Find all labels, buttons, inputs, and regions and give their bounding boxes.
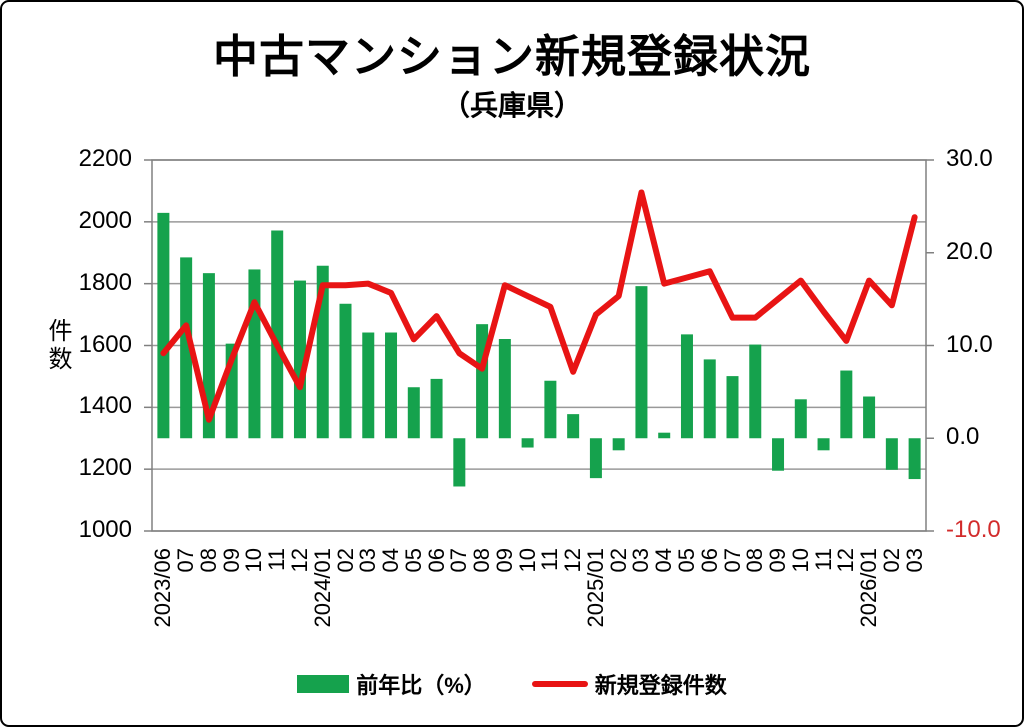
bar [521,438,534,448]
bar [544,380,557,439]
bar [680,334,693,439]
bar [589,438,602,479]
y-axis-tick-label-left: 1000 [78,516,132,543]
y-axis-title: 件数 [44,318,71,374]
bar [407,387,420,439]
y-axis-tick-label-right: 10.0 [946,330,993,358]
y-axis-tick-label-left: 1400 [78,392,132,420]
bar [635,286,648,439]
bar [248,269,261,439]
y-axis-tick-label-left: 1200 [78,454,132,482]
y-axis-tick-label-right: -10.0 [946,516,1001,543]
bar [430,378,443,439]
bar [271,230,284,439]
y-axis-tick-label-left: 1800 [78,268,132,296]
bar [726,376,739,439]
plot-area [144,159,934,532]
y-axis-tick-label-right: 0.0 [946,423,980,451]
bar [817,438,830,451]
bar [772,438,785,471]
y-axis-tick-label-right: 30.0 [946,145,993,172]
chart-subtitle: （兵庫県） [441,90,582,121]
bar [703,359,716,439]
chart-title: 中古マンション新規登録状況 [212,31,811,82]
legend-label-line: 新規登録件数 [594,673,727,698]
legend-label-bar: 前年比（%） [356,673,486,698]
bar [908,438,921,480]
line-series [160,189,918,423]
bar [567,414,580,439]
bar [885,438,898,470]
y-axis-tick-label-left: 2200 [78,145,132,172]
line-series-swatch [531,681,588,687]
bar [749,344,762,439]
bar [658,432,671,439]
bar [180,257,193,439]
bar [157,212,170,439]
bar [385,332,398,439]
bar [476,324,489,439]
y-axis-tick-label-left: 1600 [78,330,132,358]
bar [293,280,306,439]
y-axis-tick-label-left: 2000 [78,206,132,234]
legend: 前年比（%） 新規登録件数 [0,668,1024,700]
bar [498,339,511,439]
y-axis-tick-label-right: 20.0 [946,237,993,265]
bar [362,332,375,439]
bar-series-swatch [297,675,350,693]
legend-item-bar: 前年比（%） [297,668,486,700]
legend-item-line: 新規登録件数 [531,668,727,700]
bar [612,438,625,451]
bar [339,303,352,439]
bar [453,438,466,487]
bar [794,399,807,439]
bar [863,396,876,439]
bar [840,370,853,439]
